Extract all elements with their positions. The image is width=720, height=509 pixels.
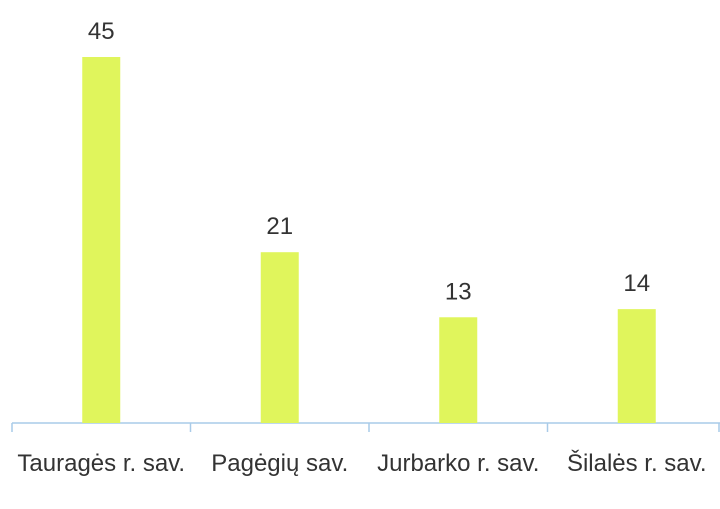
bar [439,317,478,423]
data-label: 13 [445,278,472,305]
data-label: 14 [623,270,650,297]
x-tick-label: Jurbarko r. sav. [377,450,540,477]
bar [260,252,299,423]
bar [617,309,656,423]
data-label: 45 [88,18,115,45]
x-tick-label: Pagėgių sav. [211,450,349,477]
x-tick-label: Šilalės r. sav. [566,450,707,477]
data-label: 21 [266,213,293,240]
x-tick-label: Tauragės r. sav. [17,450,186,477]
bar [82,57,121,423]
